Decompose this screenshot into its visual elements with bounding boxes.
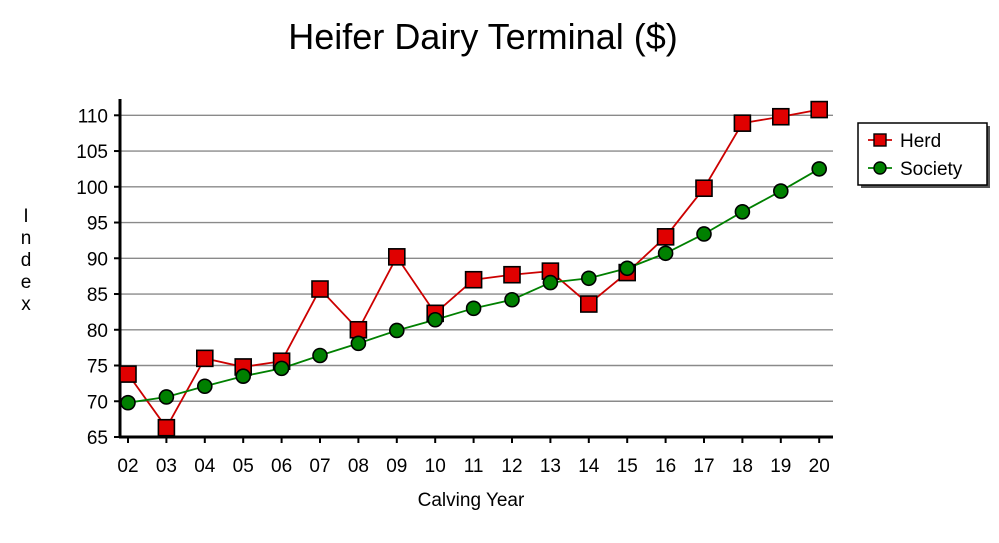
data-point-herd (695, 179, 713, 198)
data-point-society (542, 274, 559, 291)
y-tick-label: 85 (87, 285, 108, 306)
legend-label-society: Society (900, 159, 963, 180)
data-point-society (120, 394, 136, 411)
data-point-society (312, 347, 328, 364)
legend-label-herd: Herd (900, 131, 941, 152)
x-tick-label: 18 (732, 456, 753, 477)
data-point-herd (733, 114, 752, 132)
chart-title: Heifer Dairy Terminal ($) (288, 16, 678, 57)
legend-marker-herd (873, 133, 887, 147)
x-tick-label: 19 (770, 456, 791, 477)
data-point-society (657, 245, 674, 262)
x-tick-label: 09 (386, 456, 407, 477)
y-tick-label: 75 (87, 357, 108, 378)
x-tick-label: 17 (693, 456, 714, 477)
data-point-society (350, 335, 367, 352)
data-point-herd (311, 280, 329, 298)
data-point-society (388, 322, 405, 339)
data-point-herd (771, 107, 790, 126)
y-tick-label: 105 (76, 142, 108, 163)
y-tick-label: 90 (87, 249, 108, 270)
x-tick-label: 14 (578, 456, 600, 477)
data-point-herd (579, 295, 598, 313)
y-axis-label-letter: d (20, 250, 32, 271)
data-point-society (197, 378, 213, 395)
y-tick-label: 95 (87, 214, 108, 235)
data-point-herd (119, 365, 137, 383)
x-tick-label: 20 (809, 456, 830, 477)
data-point-society (465, 300, 482, 317)
data-point-herd (196, 349, 214, 368)
y-tick-label: 110 (78, 106, 108, 127)
x-tick-label: 04 (194, 456, 216, 477)
y-tick-label: 70 (87, 392, 108, 413)
y-axis-label-letter: n (20, 228, 32, 249)
x-tick-label: 08 (348, 456, 369, 477)
x-tick-label: 10 (425, 456, 446, 477)
data-point-society (158, 389, 175, 405)
data-point-herd (349, 320, 368, 339)
x-tick-label: 15 (617, 456, 638, 477)
y-tick-label: 80 (87, 321, 108, 342)
data-point-society (580, 270, 597, 287)
x-tick-label: 03 (156, 456, 177, 477)
y-axis-label-letter: x (21, 294, 31, 315)
data-point-society (427, 311, 444, 328)
data-point-society (619, 260, 636, 277)
y-tick-label: 65 (87, 428, 108, 449)
data-point-society (734, 204, 751, 220)
x-tick-label: 11 (464, 456, 484, 477)
x-axis-label: Calving Year (417, 490, 525, 511)
data-point-herd (503, 265, 521, 284)
x-tick-label: 02 (117, 456, 138, 477)
data-point-society (504, 291, 520, 308)
data-point-society (696, 226, 712, 242)
data-point-herd (810, 100, 829, 119)
data-point-society (772, 183, 789, 199)
y-axis-label-letter: e (20, 272, 32, 293)
data-point-herd (656, 228, 675, 246)
data-point-herd (157, 418, 176, 437)
x-tick-label: 16 (655, 456, 676, 477)
data-point-herd (387, 248, 406, 266)
data-point-society (273, 360, 290, 377)
y-axis-label-letter: I (23, 206, 29, 227)
data-point-society (235, 368, 251, 385)
x-tick-label: 12 (501, 456, 522, 477)
x-tick-label: 05 (233, 456, 254, 477)
x-tick-label: 13 (540, 456, 561, 477)
data-point-herd (464, 270, 483, 289)
y-tick-label: 100 (76, 178, 108, 199)
x-tick-label: 07 (309, 456, 330, 477)
data-point-society (811, 161, 828, 177)
legend-marker-society (873, 161, 887, 175)
x-tick-label: 06 (271, 456, 292, 477)
